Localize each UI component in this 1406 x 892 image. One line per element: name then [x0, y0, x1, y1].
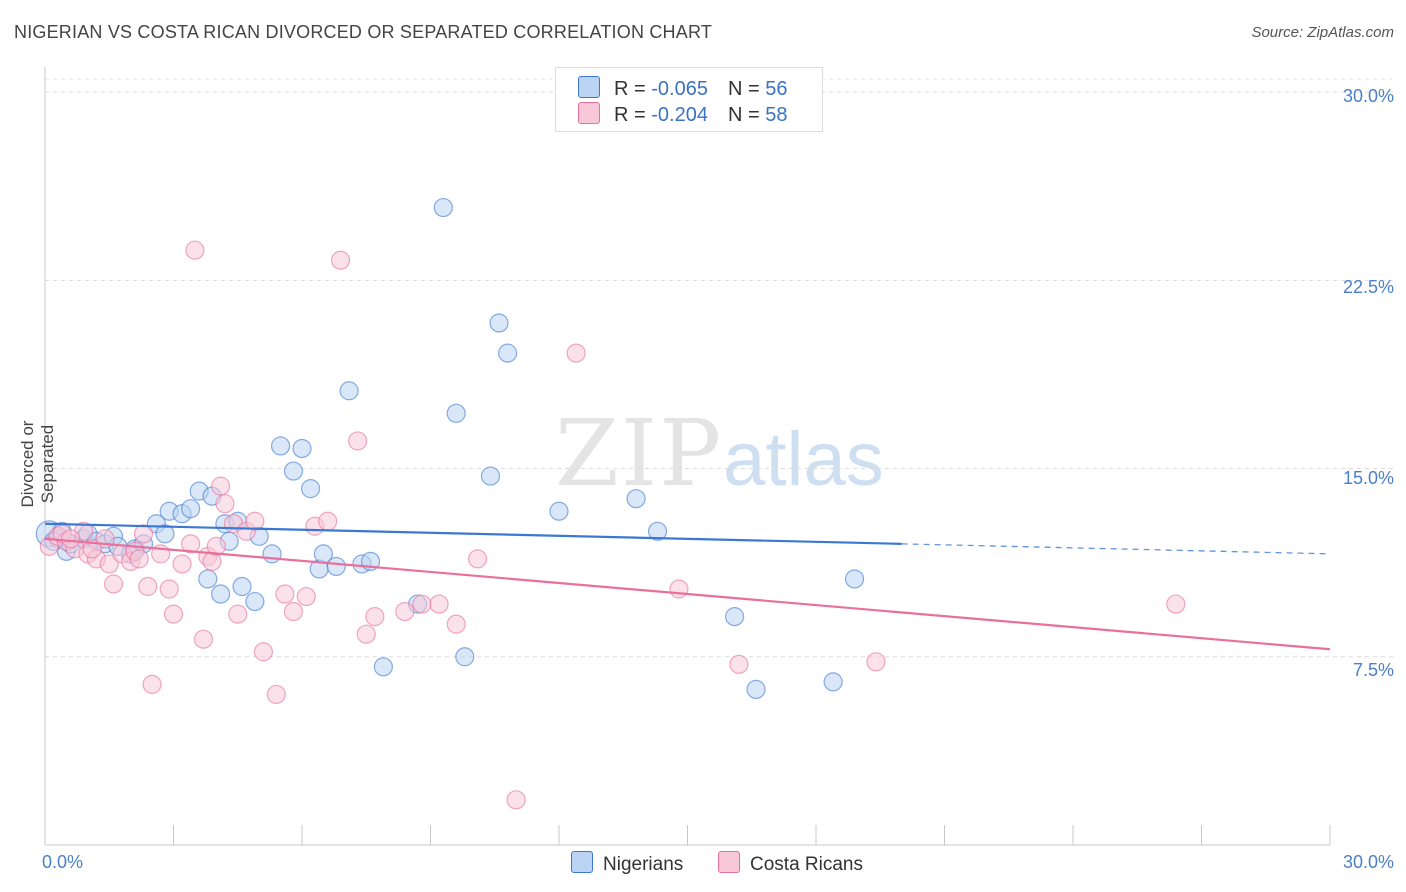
- costa-ricans-point: [206, 536, 226, 556]
- y-tick-label-30: 30.0%: [1342, 86, 1394, 106]
- nigerians-point: [746, 679, 766, 700]
- costa-ricans-point: [99, 554, 119, 574]
- x-tick-label-min: 0.0%: [42, 852, 84, 872]
- costa-ricans-point: [365, 607, 385, 627]
- y-tick-label-22-5: 22.5%: [1342, 277, 1394, 297]
- costa-ricans-point: [228, 604, 248, 624]
- legend-costa-ricans-label: Costa Ricans: [750, 854, 863, 875]
- legend-nigerians-label: Nigerians: [603, 854, 684, 875]
- nigerians-n-value: 56: [765, 78, 788, 100]
- costa-ricans-point: [138, 576, 158, 597]
- costa-ricans-point: [330, 250, 351, 270]
- nigerians-point: [198, 569, 218, 589]
- watermark: ZIPatlas: [555, 400, 884, 507]
- nigerians-point: [647, 521, 668, 541]
- nigerians-point: [455, 647, 475, 667]
- stats-row-costa-ricans: R = -0.204 N = 58: [578, 102, 787, 128]
- costa-ricans-point: [446, 614, 466, 634]
- costa-ricans-point: [253, 642, 274, 662]
- costa-ricans-point: [172, 554, 192, 574]
- legend-item-costa-ricans[interactable]: Costa Ricans: [718, 851, 863, 876]
- nigerians-point: [300, 479, 321, 499]
- source-label: Source: ZipAtlas.com: [1251, 24, 1394, 41]
- nigerians-point: [433, 197, 453, 218]
- costa-ricans-point: [193, 629, 214, 649]
- nigerians-point: [283, 461, 304, 481]
- nigerians-point: [339, 381, 359, 401]
- stats-legend: R = -0.065 N = 56 R = -0.204 N = 58: [555, 67, 823, 132]
- nigerians-point: [844, 569, 865, 589]
- nigerians-point: [326, 556, 346, 577]
- watermark-zip: ZIP: [555, 400, 724, 507]
- nigerians-trend-line: [44, 522, 902, 545]
- costa-ricans-point: [1166, 594, 1186, 614]
- costa-ricans-point: [129, 549, 149, 569]
- costa-ricans-point: [245, 511, 265, 531]
- nigerians-point: [211, 584, 231, 604]
- costa-ricans-point: [61, 529, 81, 549]
- costa-ricans-n-value: 58: [765, 104, 788, 126]
- costa-ricans-point: [275, 584, 295, 604]
- nigerians-point: [270, 436, 291, 456]
- y-tick-label-7-5: 7.5%: [1352, 660, 1394, 680]
- legend-costa-ricans-swatch: [718, 851, 740, 873]
- costa-ricans-point: [103, 574, 124, 594]
- y-axis-label: Divorced or Separated: [18, 420, 57, 508]
- costa-ricans-point: [669, 579, 689, 599]
- nigerians-trend-extension: [901, 543, 1331, 555]
- nigerians-point: [549, 501, 569, 521]
- nigerians-point: [292, 438, 312, 459]
- y-tick-label-15: 15.0%: [1342, 468, 1394, 488]
- nigerians-r-value: -0.065: [651, 78, 708, 100]
- nigerians-swatch: [578, 76, 600, 98]
- costa-ricans-point: [729, 654, 749, 674]
- costa-ricans-point: [429, 594, 449, 614]
- costa-ricans-point: [215, 494, 235, 514]
- costa-ricans-point: [866, 652, 886, 672]
- costa-ricans-point: [283, 601, 304, 622]
- costa-ricans-point: [395, 601, 415, 622]
- costa-ricans-point: [159, 579, 179, 599]
- costa-ricans-point: [185, 240, 205, 260]
- nigerians-point: [262, 544, 282, 564]
- nigerians-point: [823, 672, 843, 692]
- nigerians-point: [181, 499, 201, 519]
- costa-ricans-point: [566, 343, 586, 363]
- costa-ricans-r-value: -0.204: [651, 104, 708, 126]
- x-tick-label-max: 30.0%: [1342, 852, 1394, 872]
- costa-ricans-point: [506, 790, 526, 810]
- costa-ricans-point: [468, 549, 488, 569]
- costa-ricans-point: [412, 594, 432, 614]
- nigerians-point: [725, 607, 745, 627]
- costa-ricans-point: [211, 476, 231, 496]
- costa-ricans-point: [348, 431, 368, 451]
- nigerians-point: [498, 343, 518, 363]
- nigerians-point: [245, 591, 265, 612]
- nigerians-point: [373, 657, 393, 677]
- costa-ricans-swatch: [578, 102, 600, 124]
- nigerians-point: [232, 576, 252, 597]
- nigerians-point: [446, 403, 466, 423]
- costa-ricans-point: [181, 534, 201, 554]
- nigerians-point: [626, 489, 646, 509]
- nigerians-point: [480, 466, 501, 486]
- chart-title: NIGERIAN VS COSTA RICAN DIVORCED OR SEPA…: [14, 22, 713, 42]
- costa-ricans-point: [133, 524, 154, 544]
- costa-ricans-point: [163, 604, 184, 624]
- nigerians-point: [155, 524, 175, 544]
- costa-ricans-point: [318, 511, 338, 531]
- legend-item-nigerians[interactable]: Nigerians: [571, 851, 683, 876]
- costa-ricans-point: [296, 586, 316, 607]
- watermark-atlas: atlas: [723, 417, 884, 502]
- stats-row-nigerians: R = -0.065 N = 56: [578, 76, 787, 102]
- costa-ricans-point: [142, 674, 162, 694]
- costa-ricans-point: [356, 624, 376, 644]
- nigerians-point: [489, 313, 509, 333]
- costa-ricans-point: [266, 684, 286, 705]
- costa-ricans-trend-line: [44, 537, 1331, 651]
- legend-nigerians-swatch: [571, 851, 593, 873]
